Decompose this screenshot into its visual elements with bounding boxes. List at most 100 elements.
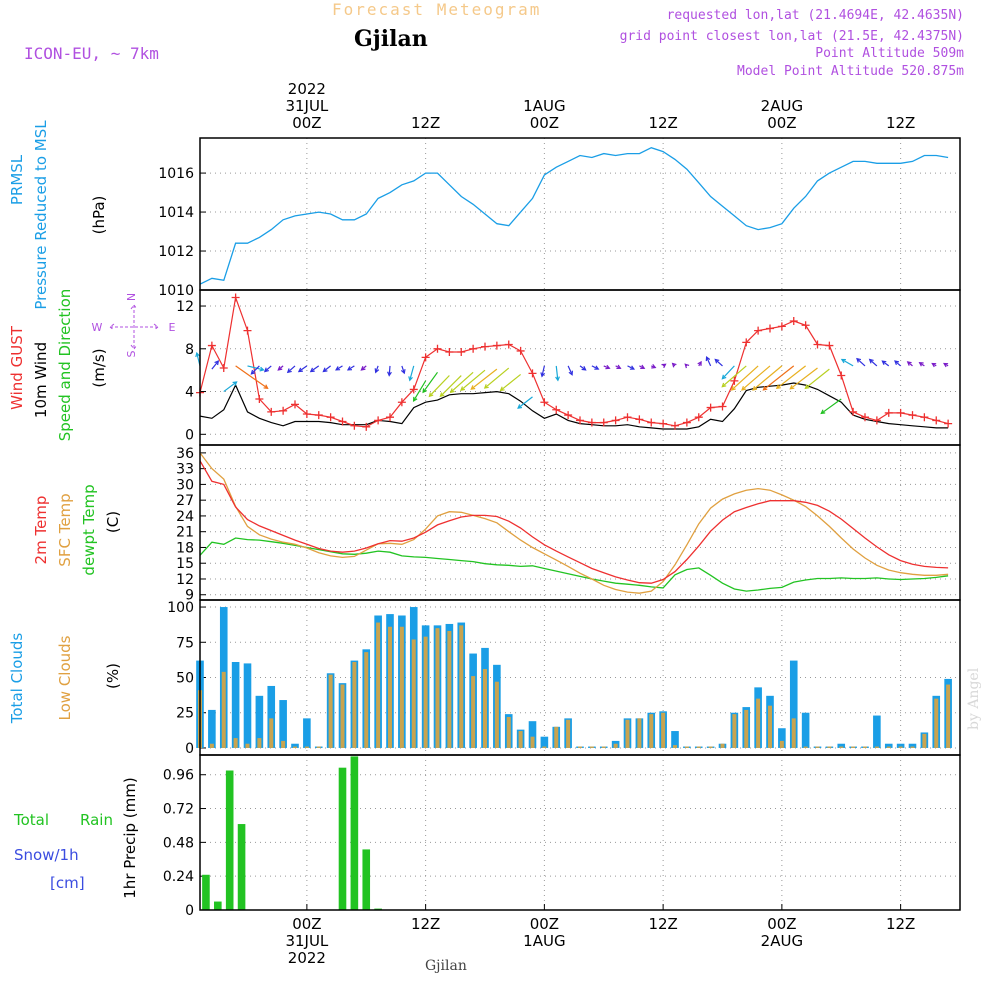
total-cloud-bar-5	[255, 695, 264, 748]
gust-marker-51	[801, 321, 810, 330]
temp-dew-label: dewpt Temp	[80, 484, 98, 575]
wind-arrowhead-40	[671, 362, 677, 368]
wind-arrow-8	[287, 365, 296, 373]
low-cloud-bar-19	[423, 636, 428, 748]
clouds-unit-label: (%)	[104, 663, 122, 689]
top-time-label-5-0: 12Z	[886, 114, 915, 132]
low-cloud-bar-46	[744, 709, 749, 748]
total-cloud-bar-8	[291, 743, 299, 748]
wind-arrowhead-35	[616, 364, 622, 369]
precip-bar-6	[362, 849, 371, 910]
low-cloud-bar-53	[827, 746, 832, 748]
top-time-label-2-0: 1AUG	[523, 97, 565, 115]
wind-arrow-16	[388, 365, 391, 376]
bottom-time-label-2-0: 00Z	[530, 915, 559, 933]
wind-arrow-55	[841, 358, 854, 367]
total-cloud-bar-3	[231, 662, 240, 748]
low-cloud-bar-12	[340, 684, 345, 748]
low-cloud-bar-11	[328, 674, 333, 748]
ytick-label-pressure-3: 1016	[158, 166, 194, 182]
wind-arrowhead-11	[322, 367, 328, 373]
bottom-time-label-2-1: 1AUG	[523, 932, 565, 950]
wind-speed-label: Speed and Direction	[56, 289, 74, 442]
gust-marker-13	[350, 421, 359, 430]
gust-marker-10	[314, 411, 323, 420]
gust-marker-18	[409, 385, 418, 394]
gust-marker-34	[599, 418, 608, 427]
wind-arrowhead-3	[263, 384, 269, 390]
gust-marker-26	[504, 340, 513, 349]
wind-arrowhead-57	[868, 358, 874, 364]
low-cloud-bar-34	[601, 746, 606, 748]
gust-marker-53	[825, 341, 834, 350]
ytick-label-temperature-9: 36	[176, 446, 194, 462]
wind-arrowhead-6	[263, 367, 269, 373]
low-cloud-bar-50	[791, 718, 796, 748]
wind-arrowhead-25	[470, 385, 476, 390]
gust-marker-45	[730, 376, 739, 385]
low-cloud-bar-16	[388, 626, 392, 748]
ytick-label-precip-2: 0.48	[163, 835, 194, 851]
ytick-label-temperature-0: 9	[185, 588, 194, 604]
requested-coords: requested lon,lat (21.4694E, 42.4635N)	[666, 8, 964, 23]
wind-arrowhead-19	[412, 396, 418, 402]
precip-bar-0	[202, 874, 210, 910]
wind-arrow-49	[752, 365, 783, 391]
total-cloud-bar-29	[540, 736, 549, 748]
precip-bar-2	[225, 770, 234, 910]
gust-marker-35	[611, 416, 620, 425]
wind-arrowhead-33	[594, 365, 600, 370]
low-cloud-bar-61	[922, 733, 927, 748]
gust-marker-28	[528, 369, 537, 378]
ytick-label-wind-3: 12	[176, 299, 194, 315]
wind-arrow-44	[714, 359, 723, 367]
total-cloud-bar-6	[267, 685, 276, 748]
low-clouds-label: Low Clouds	[56, 635, 74, 720]
wind-arrowhead-54	[820, 409, 826, 415]
wind-arrowhead-24	[460, 386, 466, 392]
gust-marker-21	[445, 348, 454, 356]
wind-arrow-6	[264, 365, 272, 372]
low-cloud-bar-5	[257, 738, 262, 748]
wind-arrowhead-45	[721, 374, 727, 380]
gust-marker-3	[231, 293, 240, 302]
wind-arrow-56	[856, 358, 866, 367]
gust-marker-11	[326, 413, 335, 422]
low-cloud-bar-28	[530, 736, 535, 748]
wind-arrow-4	[247, 365, 264, 371]
bottom-time-label-0-2: 2022	[288, 949, 326, 967]
gust-marker-23	[469, 344, 478, 353]
wind-arrowhead-15	[374, 368, 380, 374]
wind-arrowhead-60	[906, 361, 912, 366]
precip-bar-3	[237, 824, 246, 910]
wind-arrowhead-61	[918, 362, 924, 367]
low-cloud-bar-14	[364, 652, 369, 748]
wind-arrowhead-10	[309, 367, 315, 373]
wind-arrow-48	[741, 365, 771, 391]
wind-arrow-30	[555, 365, 559, 381]
pressure-label-1: PRMSL	[8, 154, 26, 205]
gust-marker-63	[944, 419, 953, 428]
wind-arrowhead-38	[651, 364, 657, 369]
wind-arrow-22	[440, 375, 462, 397]
wind-arrowhead-20	[422, 388, 427, 394]
ytick-label-temperature-6: 27	[176, 493, 194, 509]
gust-marker-25	[492, 341, 501, 350]
gust-marker-56	[861, 413, 869, 422]
gust-marker-22	[457, 348, 466, 356]
low-cloud-bar-8	[293, 746, 297, 748]
wind-arrow-9	[298, 365, 308, 372]
series-line-temperature-1	[199, 452, 949, 594]
low-cloud-bar-24	[483, 669, 487, 748]
wind-arrowhead-4	[259, 366, 265, 372]
gust-marker-30	[552, 405, 561, 414]
wind-arrowhead-43	[705, 355, 711, 362]
wind-arrow-45	[721, 365, 735, 380]
wind-arrowhead-50	[762, 385, 768, 391]
wind-arrowhead-14	[360, 365, 366, 371]
low-cloud-bar-38	[649, 714, 654, 748]
bottom-time-label-0-1: 31JUL	[285, 932, 328, 950]
ytick-label-wind-1: 4	[185, 385, 194, 401]
low-cloud-bar-36	[625, 719, 630, 748]
bottom-time-label-1-0: 12Z	[411, 915, 440, 933]
